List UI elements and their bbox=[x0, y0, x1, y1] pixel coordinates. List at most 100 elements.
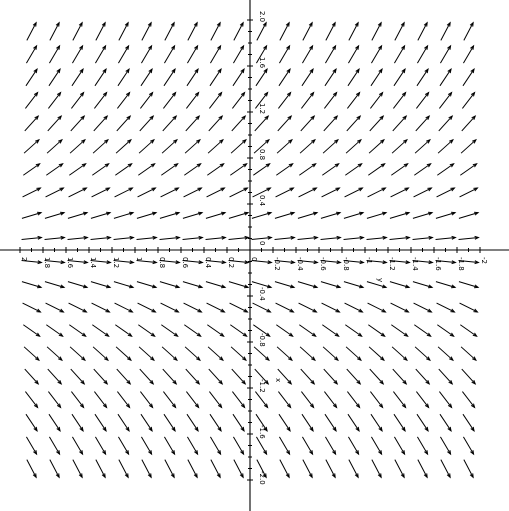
arrow-shaft bbox=[92, 139, 109, 154]
arrow-shaft bbox=[232, 45, 245, 64]
arrow-shaft bbox=[72, 459, 83, 478]
arrow-head bbox=[334, 162, 340, 168]
field-arrow bbox=[115, 162, 133, 176]
arrow-shaft bbox=[299, 324, 316, 337]
field-arrow bbox=[253, 346, 270, 362]
arrow-head bbox=[81, 332, 87, 338]
arrow-head bbox=[78, 21, 83, 27]
arrow-head bbox=[194, 44, 199, 50]
arrow-shaft bbox=[138, 163, 155, 176]
arrow-shaft bbox=[21, 260, 42, 263]
arrow-head bbox=[470, 68, 475, 74]
arrow-shaft bbox=[278, 413, 291, 432]
field-arrow bbox=[161, 162, 179, 176]
field-arrow bbox=[458, 281, 480, 289]
arrow-head bbox=[128, 187, 134, 192]
arrow-shaft bbox=[232, 436, 245, 455]
arrow-head bbox=[217, 91, 223, 97]
arrow-shaft bbox=[70, 115, 85, 132]
arrow-head bbox=[267, 235, 273, 240]
field-arrow bbox=[346, 368, 362, 385]
field-arrow bbox=[324, 68, 337, 87]
arrow-shaft bbox=[23, 346, 40, 361]
arrow-head bbox=[447, 450, 452, 456]
arrow-shaft bbox=[182, 281, 203, 288]
arrow-shaft bbox=[347, 92, 360, 109]
x-tick-label: -1.4 bbox=[411, 257, 419, 271]
arrow-head bbox=[285, 473, 290, 479]
field-arrow bbox=[254, 368, 270, 385]
arrow-head bbox=[423, 21, 428, 27]
field-arrow bbox=[412, 235, 434, 240]
field-arrow bbox=[184, 162, 202, 176]
x-tick-label: 1.6 bbox=[66, 257, 74, 269]
arrow-shaft bbox=[206, 187, 225, 198]
x-tick-label: 0.6 bbox=[181, 257, 189, 269]
field-arrow bbox=[232, 44, 245, 64]
field-arrow bbox=[94, 391, 108, 409]
arrow-head bbox=[55, 473, 60, 479]
arrow-head bbox=[81, 162, 87, 168]
y-tick-label: -1.6 bbox=[258, 425, 266, 439]
arrow-shaft bbox=[230, 163, 247, 176]
arrow-head bbox=[126, 379, 132, 385]
arrow-shaft bbox=[462, 391, 475, 408]
arrow-head bbox=[400, 473, 405, 479]
arrow-head bbox=[219, 332, 225, 338]
field-arrow bbox=[346, 115, 362, 132]
field-arrow bbox=[414, 138, 431, 154]
arrow-shaft bbox=[255, 413, 268, 432]
field-arrow bbox=[343, 235, 365, 240]
field-arrow bbox=[298, 187, 318, 198]
field-arrow bbox=[439, 413, 452, 432]
arrow-head bbox=[357, 162, 363, 168]
arrow-shaft bbox=[460, 139, 477, 154]
field-arrow bbox=[91, 302, 111, 313]
arrow-shaft bbox=[159, 281, 180, 288]
arrow-shaft bbox=[136, 237, 157, 240]
field-arrow bbox=[138, 346, 155, 362]
arrow-shaft bbox=[44, 260, 65, 263]
arrow-head bbox=[332, 44, 337, 50]
arrow-head bbox=[357, 356, 362, 362]
field-arrow bbox=[208, 368, 224, 385]
arrow-shaft bbox=[276, 163, 293, 176]
arrow-shaft bbox=[302, 22, 313, 41]
arrow-shaft bbox=[92, 324, 109, 337]
arrow-head bbox=[37, 211, 43, 216]
field-arrow bbox=[389, 211, 411, 219]
field-arrow bbox=[367, 187, 387, 198]
field-arrow bbox=[159, 281, 181, 289]
arrow-shaft bbox=[274, 281, 295, 288]
arrow-shaft bbox=[47, 368, 62, 385]
field-arrow bbox=[417, 21, 428, 41]
arrow-head bbox=[125, 91, 131, 97]
arrow-head bbox=[240, 450, 245, 456]
arrow-head bbox=[312, 308, 318, 313]
field-arrow bbox=[366, 235, 388, 240]
arrow-head bbox=[310, 379, 316, 385]
field-arrow bbox=[279, 21, 290, 41]
field-arrow bbox=[137, 187, 157, 198]
arrow-shaft bbox=[252, 187, 271, 198]
field-arrow bbox=[414, 346, 431, 362]
arrow-head bbox=[198, 284, 204, 289]
arrow-head bbox=[239, 21, 244, 27]
arrow-shaft bbox=[440, 22, 451, 41]
field-arrow bbox=[394, 459, 405, 479]
arrow-shaft bbox=[49, 459, 60, 478]
arrow-shaft bbox=[369, 368, 384, 385]
arrow-head bbox=[33, 450, 38, 456]
arrow-head bbox=[124, 473, 129, 479]
field-arrow bbox=[117, 436, 130, 456]
arrow-shaft bbox=[183, 302, 202, 313]
arrow-shaft bbox=[48, 45, 61, 64]
field-arrow bbox=[275, 302, 295, 313]
arrow-shaft bbox=[115, 139, 132, 154]
arrow-head bbox=[312, 187, 318, 192]
field-arrow bbox=[347, 44, 360, 64]
arrow-head bbox=[102, 44, 107, 50]
arrow-head bbox=[405, 284, 411, 289]
arrow-head bbox=[172, 115, 178, 121]
arrow-head bbox=[241, 115, 247, 121]
